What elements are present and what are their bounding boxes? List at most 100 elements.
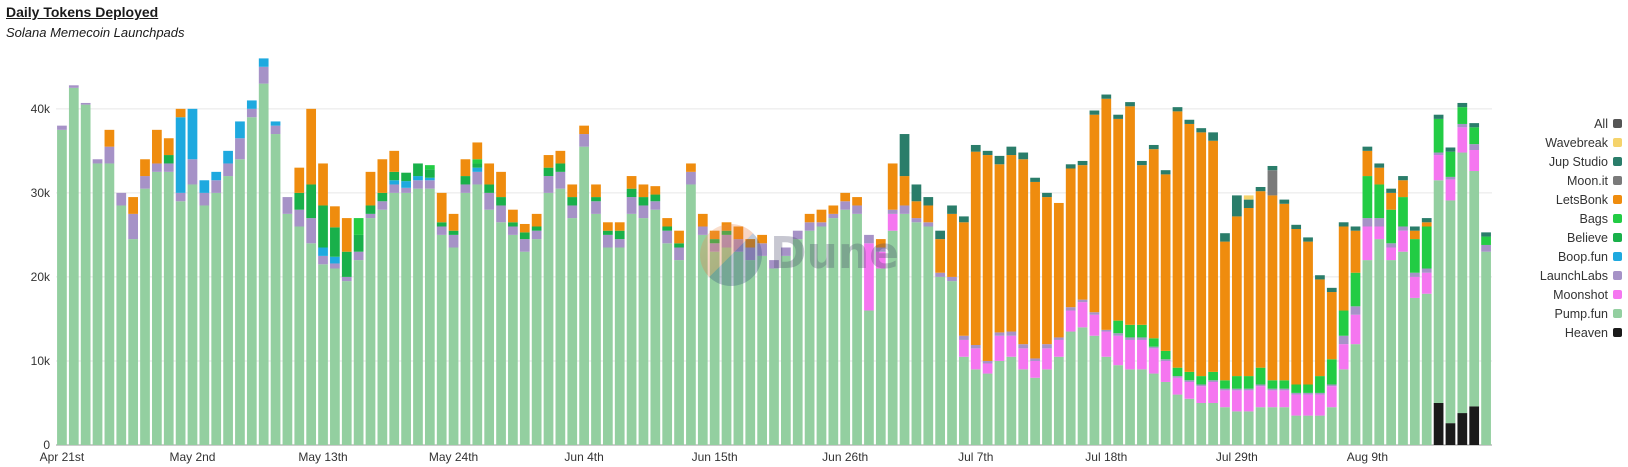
bar-day[interactable] [543,155,554,445]
bar-segment-launchlabs[interactable] [1457,123,1468,128]
bar-segment-pump-fun[interactable] [1172,394,1183,445]
bar-day[interactable] [282,197,293,445]
bar-segment-jup-studio[interactable] [1042,192,1052,198]
bar-segment-jup-studio[interactable] [1006,146,1017,156]
bar-day[interactable] [92,159,103,445]
legend-item-pump-fun[interactable]: Pump.fun [1502,304,1622,323]
bar-segment-moonshot[interactable] [1137,339,1147,370]
bar-day[interactable] [864,234,874,445]
bar-segment-pump-fun[interactable] [1279,407,1290,445]
bar-day[interactable] [140,159,150,446]
bar-day[interactable] [970,144,981,445]
bar-segment-jup-studio[interactable] [899,134,910,177]
bar-segment-letsbonk[interactable] [982,155,993,361]
bar-segment-letsbonk[interactable] [816,209,827,223]
bar-segment-bags[interactable] [1362,176,1373,219]
bar-segment-launchlabs[interactable] [840,201,851,210]
bar-segment-letsbonk[interactable] [1350,230,1361,273]
bar-segment-jup-studio[interactable] [1231,195,1242,217]
bar-segment-boop-fun[interactable] [211,171,222,181]
bar-day[interactable] [555,150,566,446]
bar-segment-pump-fun[interactable] [1125,369,1135,445]
bar-day[interactable] [152,129,162,446]
bar-segment-launchlabs[interactable] [104,146,115,164]
bar-segment-launchlabs[interactable] [923,222,934,227]
bar-day[interactable] [294,167,305,445]
bar-segment-launchlabs[interactable] [57,125,67,130]
bar-segment-pump-fun[interactable] [697,234,708,445]
bar-segment-pump-fun[interactable] [1053,356,1064,445]
bar-segment-launchlabs[interactable] [1089,312,1100,315]
bar-segment-letsbonk[interactable] [377,159,388,193]
bar-segment-pump-fun[interactable] [1077,327,1088,445]
bar-segment-letsbonk[interactable] [638,184,649,198]
bar-segment-launchlabs[interactable] [994,332,1005,336]
bar-segment-believe[interactable] [496,197,506,206]
bar-day[interactable] [270,121,281,446]
bar-segment-launchlabs[interactable] [163,163,174,172]
bar-segment-letsbonk[interactable] [1315,279,1325,377]
bar-day[interactable] [175,108,186,445]
bar-segment-pump-fun[interactable] [1113,365,1124,445]
bar-segment-launchlabs[interactable] [531,230,542,240]
bar-segment-launchlabs[interactable] [472,171,483,185]
bar-segment-pump-fun[interactable] [1089,335,1100,445]
bar-segment-jup-studio[interactable] [1445,147,1456,152]
bar-segment-pump-fun[interactable] [1481,251,1491,445]
bar-segment-letsbonk[interactable] [840,192,851,202]
bar-segment-letsbonk[interactable] [1077,165,1088,300]
bar-segment-launchlabs[interactable] [1220,388,1230,391]
bar-segment-letsbonk[interactable] [341,218,352,252]
bar-segment-pump-fun[interactable] [1065,331,1076,445]
bar-segment-bags[interactable] [1457,107,1468,124]
bar-segment-believe[interactable] [614,230,625,240]
bar-day[interactable] [1006,146,1017,445]
bar-segment-letsbonk[interactable] [602,222,613,231]
bar-segment-pump-fun[interactable] [424,188,435,446]
bar-segment-moonshot[interactable] [1457,127,1468,153]
bar-segment-letsbonk[interactable] [448,213,459,231]
bar-segment-launchlabs[interactable] [1065,307,1076,311]
bar-day[interactable] [377,159,388,445]
bar-segment-boop-fun[interactable] [246,100,257,109]
bar-segment-launchlabs[interactable] [1350,306,1361,315]
bar-day[interactable] [852,197,862,445]
legend-item-moonshot[interactable]: Moonshot [1502,285,1622,304]
bar-segment-launchlabs[interactable] [1053,337,1064,340]
bar-segment-launchlabs[interactable] [1137,337,1147,340]
bar-segment-moonshot[interactable] [1398,230,1408,252]
bar-day[interactable] [223,150,233,445]
bar-segment-believe[interactable] [662,226,673,231]
bar-segment-launchlabs[interactable] [875,247,886,252]
bar-segment-letsbonk[interactable] [531,213,542,227]
bar-day[interactable] [935,230,946,445]
bar-segment-pump-fun[interactable] [116,205,127,445]
bar-segment-pump-fun[interactable] [1030,377,1040,445]
bar-segment-moonshot[interactable] [1303,394,1313,416]
bar-segment-launchlabs[interactable] [911,218,922,223]
bar-segment-launchlabs[interactable] [887,209,898,214]
chart-title[interactable]: Daily Tokens Deployed [6,4,159,20]
bar-segment-bags[interactable] [1125,324,1135,338]
bar-segment-letsbonk[interactable] [970,151,981,345]
bar-segment-launchlabs[interactable] [519,239,530,252]
bar-segment-pump-fun[interactable] [92,163,103,445]
bar-segment-pump-fun[interactable] [994,360,1005,445]
bar-day[interactable] [757,234,767,445]
bar-segment-bags[interactable] [1326,359,1337,385]
bar-segment-bags[interactable] [353,218,364,235]
bar-segment-bags[interactable] [1148,338,1159,347]
bar-segment-launchlabs[interactable] [1172,376,1183,378]
bar-segment-letsbonk[interactable] [875,239,886,248]
bar-segment-launchlabs[interactable] [318,255,328,265]
bar-segment-pump-fun[interactable] [875,268,886,445]
bar-segment-pump-fun[interactable] [1160,381,1171,445]
bar-day[interactable] [875,239,886,445]
bar-segment-pump-fun[interactable] [68,87,79,445]
bar-segment-pump-fun[interactable] [1303,415,1313,445]
bar-segment-pump-fun[interactable] [1255,407,1266,445]
bar-segment-jup-studio[interactable] [1255,186,1266,192]
bar-segment-launchlabs[interactable] [484,192,495,210]
bar-segment-boop-fun[interactable] [223,150,233,164]
bar-day[interactable] [318,163,328,445]
